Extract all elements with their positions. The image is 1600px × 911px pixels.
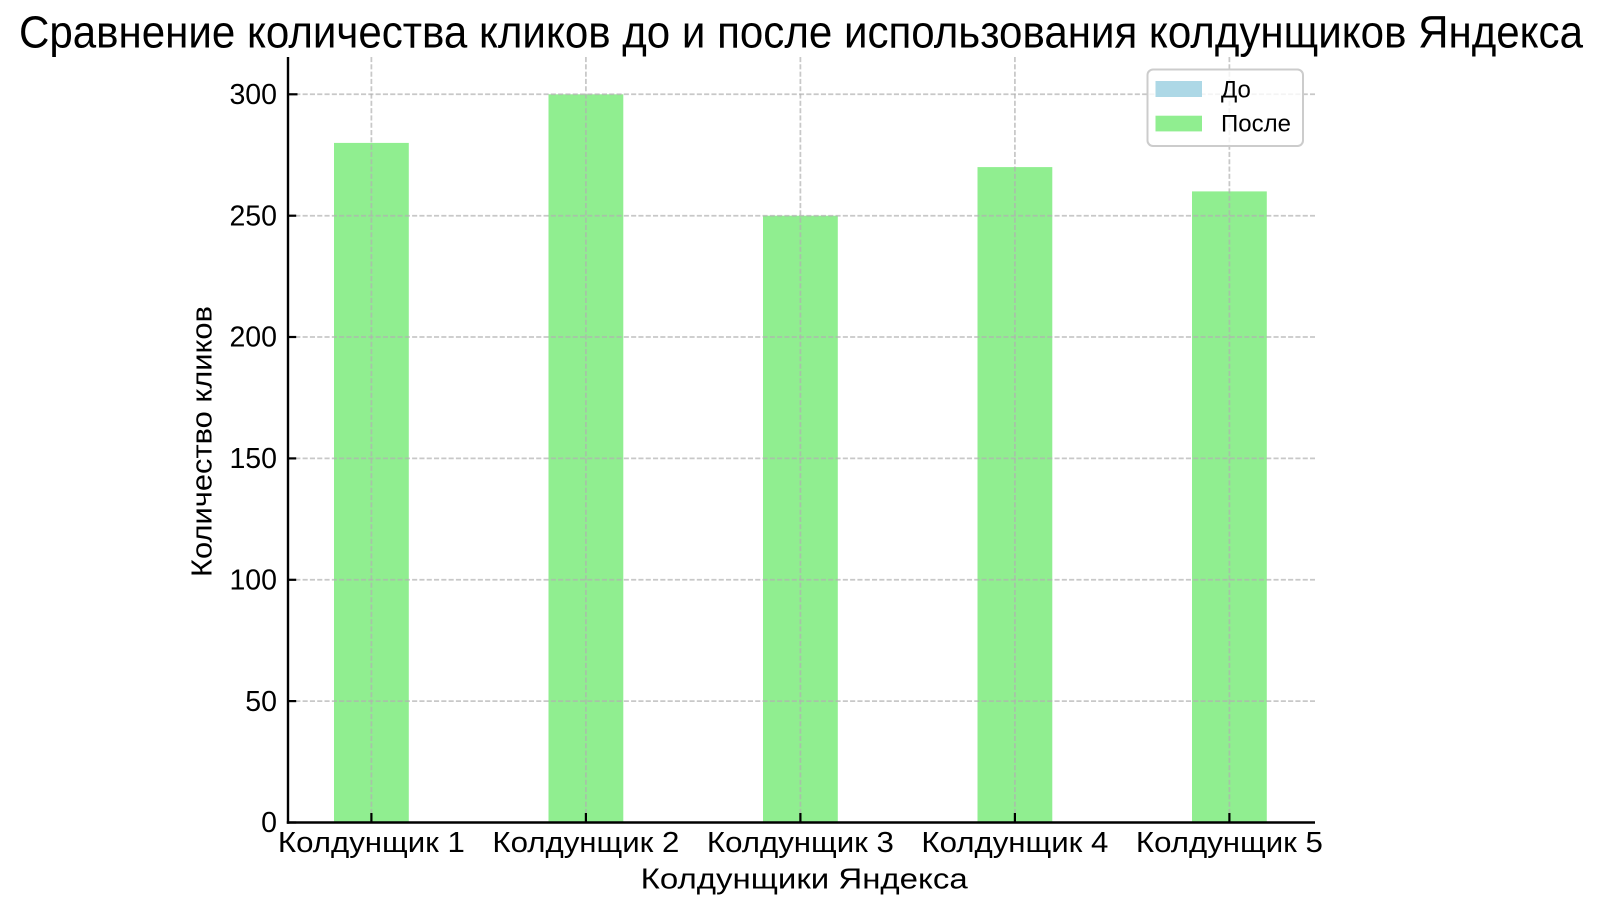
svg-text:100: 100 — [229, 565, 277, 597]
svg-text:До: До — [1221, 77, 1251, 104]
svg-text:150: 150 — [229, 443, 277, 475]
svg-text:50: 50 — [245, 686, 277, 718]
svg-text:300: 300 — [229, 79, 277, 111]
svg-text:Колдунщик 2: Колдунщик 2 — [492, 827, 679, 859]
svg-text:После: После — [1221, 111, 1291, 138]
svg-text:Колдунщики Яндекса: Колдунщики Яндекса — [641, 864, 968, 896]
svg-text:0: 0 — [261, 807, 277, 839]
svg-text:Колдунщик 1: Колдунщик 1 — [278, 827, 465, 859]
svg-text:200: 200 — [229, 322, 277, 354]
svg-text:Сравнение количества кликов до: Сравнение количества кликов до и после и… — [19, 7, 1584, 58]
svg-text:Колдунщик 3: Колдунщик 3 — [707, 827, 894, 859]
svg-text:Колдунщик 5: Колдунщик 5 — [1136, 827, 1323, 859]
svg-text:Колдунщик 4: Колдунщик 4 — [921, 827, 1108, 859]
svg-text:Количество кликов: Количество кликов — [187, 306, 219, 577]
svg-text:250: 250 — [229, 200, 277, 232]
